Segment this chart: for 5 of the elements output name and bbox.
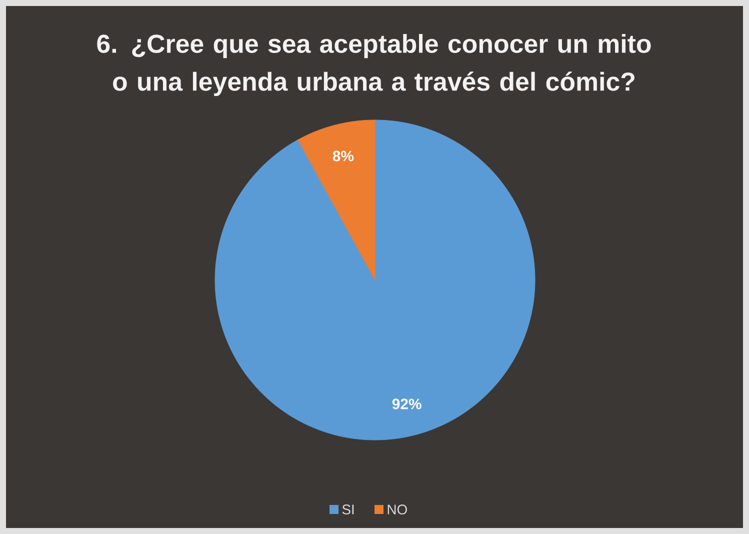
- chart-title: 6. ¿Cree que sea aceptable conocer un mito o una leyenda urbana a través del cómic?: [97, 34, 651, 96]
- legend-label: NO: [388, 504, 407, 514]
- legend-label: SI: [342, 504, 354, 514]
- data-label: 92%: [392, 398, 422, 410]
- data-label: 8%: [332, 150, 354, 162]
